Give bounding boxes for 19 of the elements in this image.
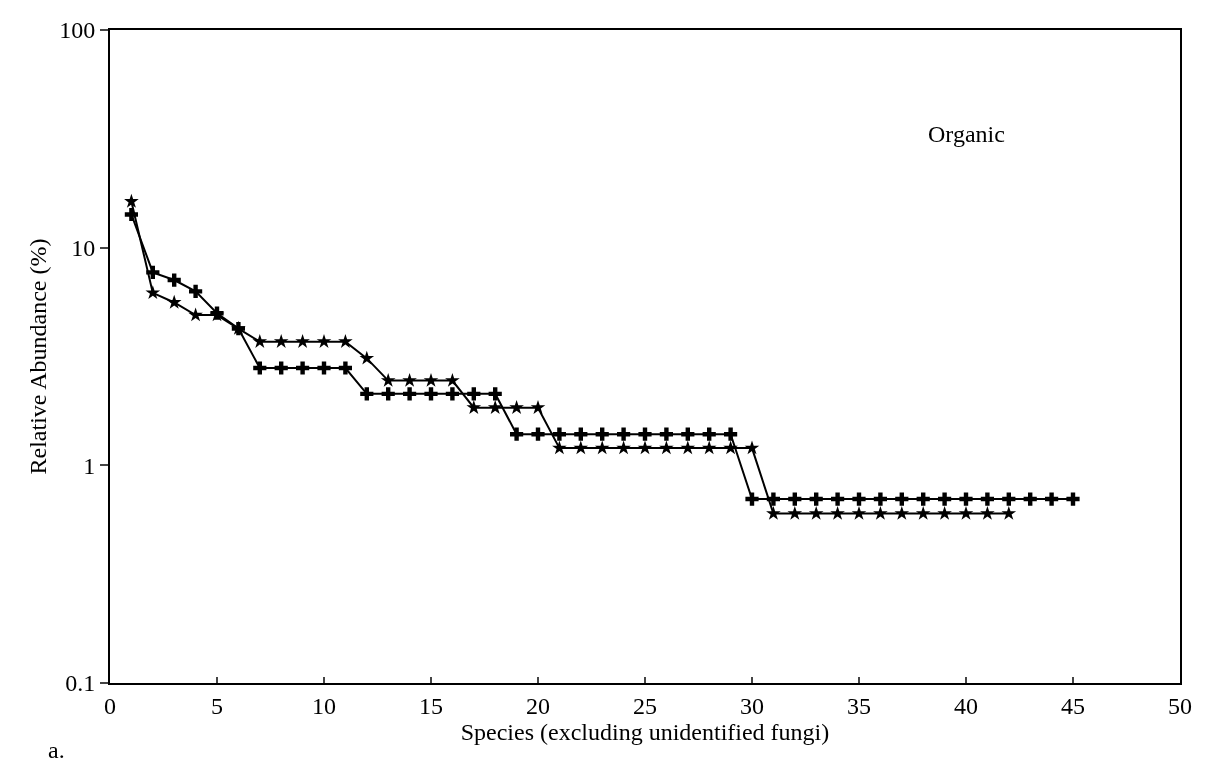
text: a.	[48, 737, 65, 763]
y-tick-label: 1	[83, 452, 96, 479]
x-tick-label: 20	[526, 692, 550, 719]
x-tick-label: 40	[954, 692, 978, 719]
y-axis-title: Relative Abundance (%)	[24, 238, 51, 475]
x-tick-label: 35	[847, 692, 871, 719]
x-axis-title: Species (excluding unidentified fungi)	[460, 718, 830, 745]
y-tick-label: 10	[71, 235, 96, 262]
y-tick-label: 0.1	[65, 670, 96, 697]
x-tick-label: 45	[1061, 692, 1085, 719]
x-tick-label: 50	[1168, 692, 1192, 719]
y-tick-label: 100	[59, 17, 96, 44]
x-tick-label: 25	[633, 692, 657, 719]
x-tick-label: 10	[312, 692, 336, 719]
x-tick-label: 15	[419, 692, 443, 719]
annotation: Organic	[928, 121, 1005, 147]
x-tick-label: 5	[211, 692, 223, 719]
x-tick-label: 30	[740, 692, 764, 719]
x-tick-label: 0	[104, 692, 116, 719]
